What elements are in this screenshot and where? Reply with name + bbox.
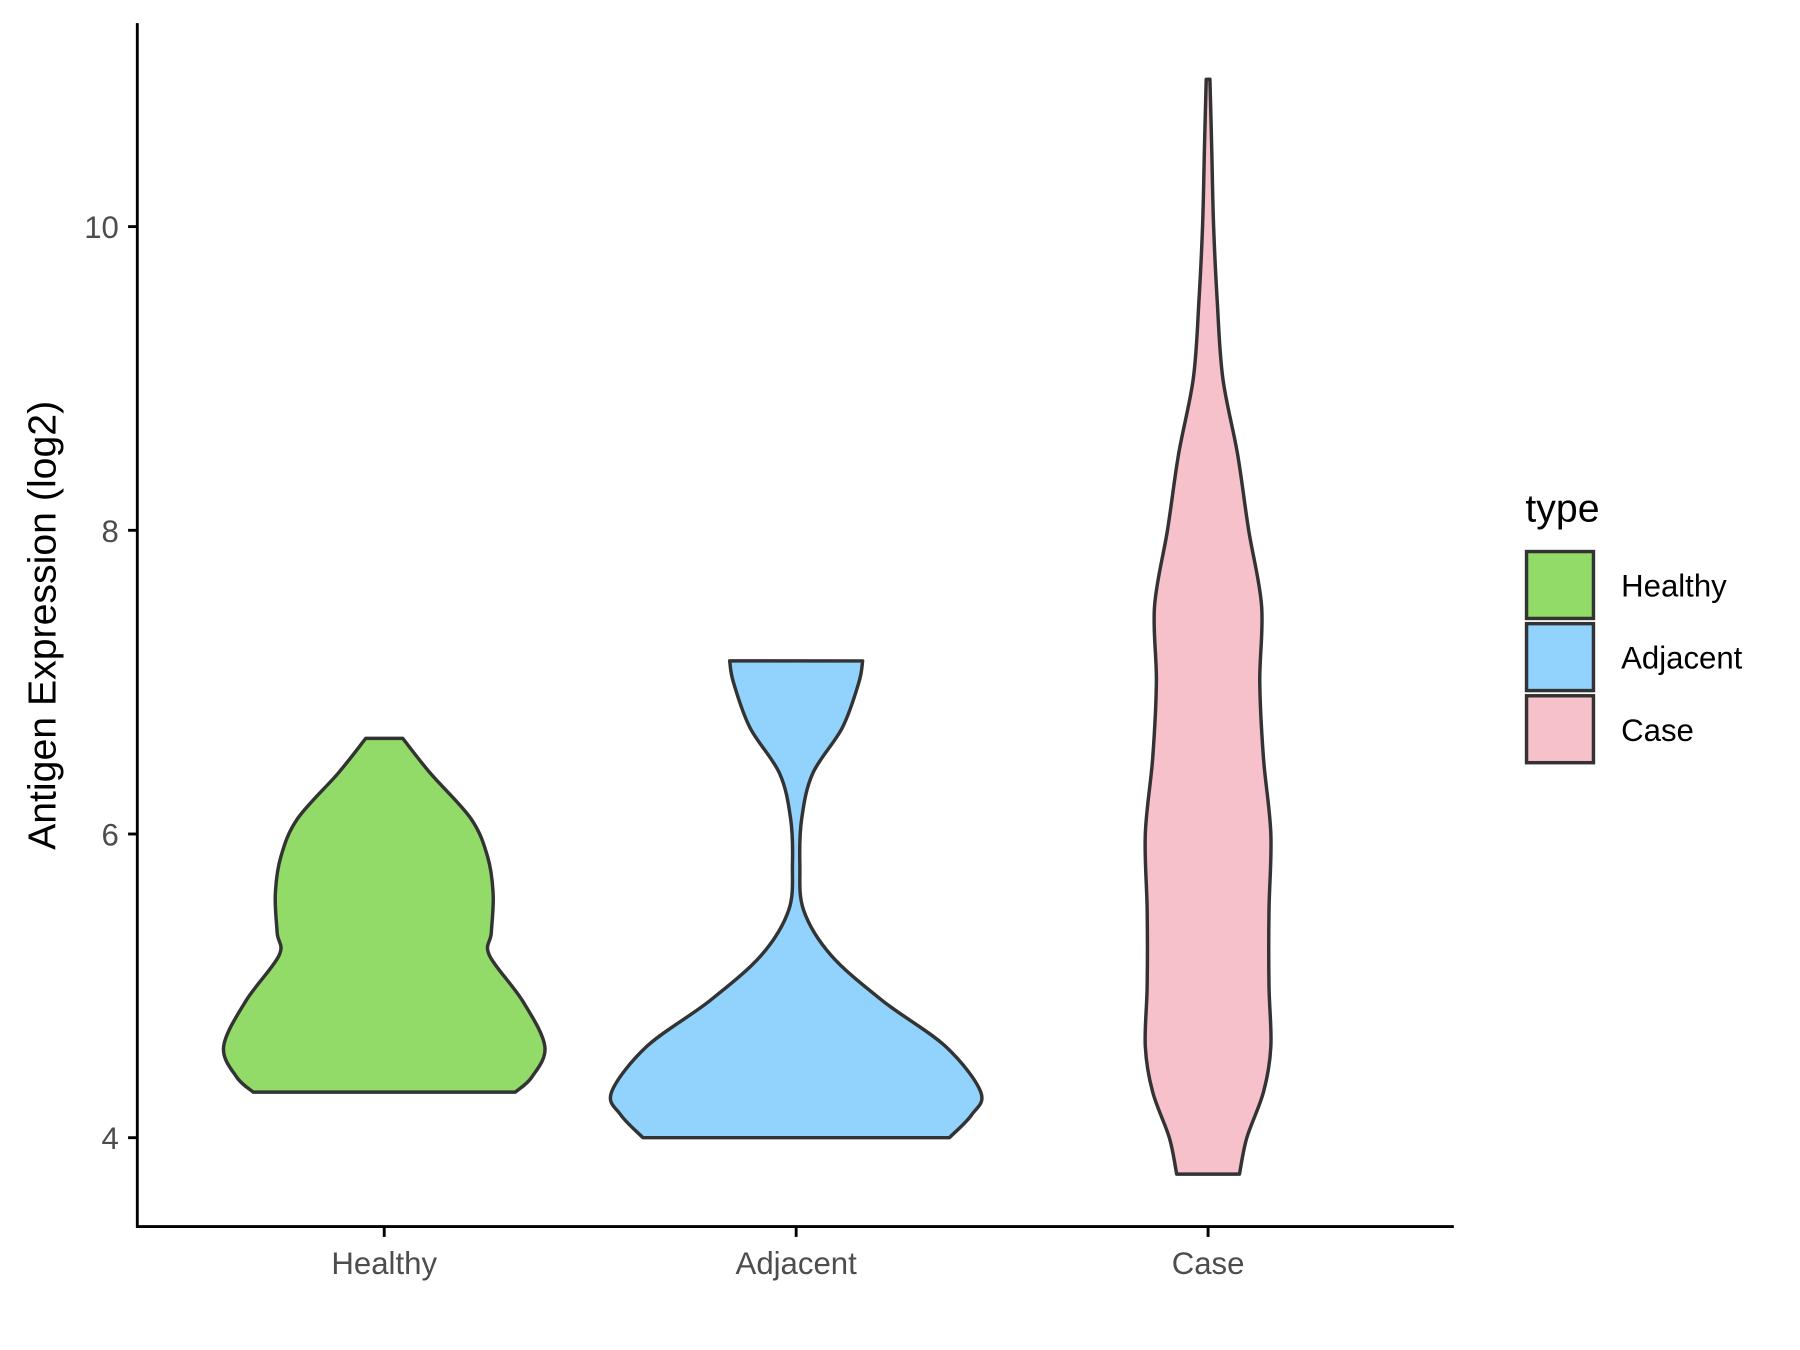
violin-case: [1143, 77, 1273, 1176]
y-tick-label: 6: [102, 818, 119, 853]
legend-label: Case: [1621, 713, 1694, 748]
x-tick-label: Case: [1172, 1246, 1245, 1281]
x-ticks: Healthy Adjacent Case: [331, 1226, 1245, 1281]
legend: type Healthy Adjacent Case: [1524, 487, 1743, 765]
y-tick-label: 10: [84, 210, 119, 245]
legend-label: Adjacent: [1621, 641, 1743, 676]
y-axis-title: Antigen Expression (log2): [20, 401, 64, 850]
violin-adjacent: [608, 659, 984, 1140]
legend-label: Healthy: [1621, 569, 1727, 604]
y-tick-label: 8: [102, 514, 119, 549]
legend-key-case: [1524, 694, 1596, 765]
legend-key-healthy: [1524, 549, 1596, 621]
violin-healthy: [221, 736, 547, 1094]
x-tick-label: Adjacent: [736, 1246, 858, 1281]
legend-title: type: [1525, 487, 1599, 531]
violins: [221, 77, 1273, 1176]
y-tick-label: 4: [102, 1121, 119, 1156]
x-tick-label: Healthy: [331, 1246, 437, 1281]
legend-key-adjacent: [1524, 621, 1596, 693]
y-ticks: 4 6 8 10: [84, 210, 138, 1156]
